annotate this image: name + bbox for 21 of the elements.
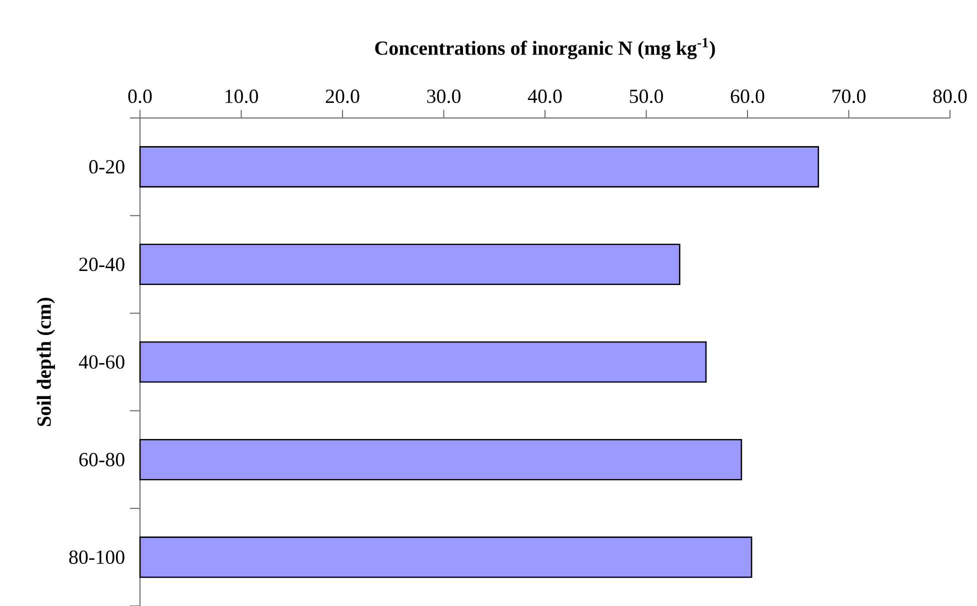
bar [139,536,752,578]
x-tick-label: 50.0 [630,90,663,104]
bar [139,146,820,188]
y-tick-label: 60-80 [79,452,124,466]
y-tick-label: 80-100 [69,550,124,564]
x-tick-label: 10.0 [226,90,258,104]
x-tick-label: 40.0 [528,90,562,104]
x-tick-label: 80.0 [933,90,967,104]
bar [139,438,742,480]
y-tick-label: 20-40 [79,258,124,272]
y-tick-label: 40-60 [78,355,124,369]
x-tick-label: 0.0 [128,90,152,104]
x-axis-title: Concentrations of inorganic N (mg kg$^{-1}$) [375,38,715,60]
y-tick-label: 0-20 [89,160,124,174]
x-tick-label: 20.0 [326,90,360,104]
x-tick-label: 70.0 [832,90,866,104]
bar [139,341,707,383]
x-tick-label: 60.0 [730,90,764,104]
y-axis-title: Soil depth (cm) [36,298,55,426]
x-tick-label: 30.0 [427,90,460,104]
bar [139,244,680,286]
